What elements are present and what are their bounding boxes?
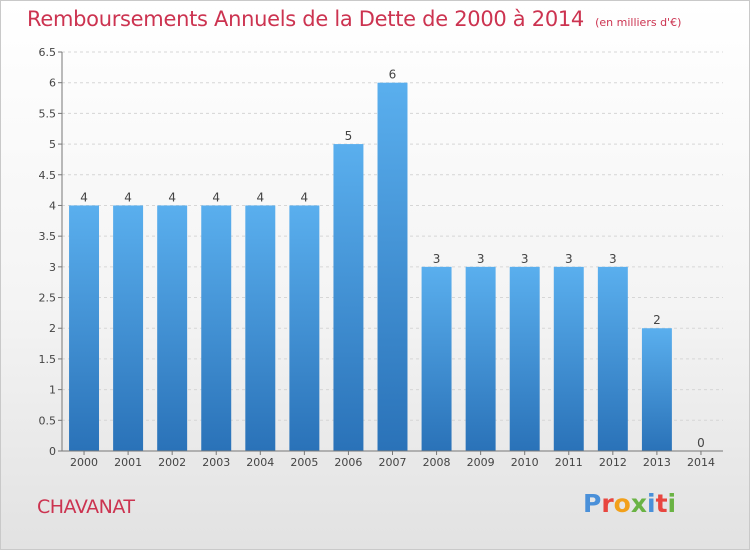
bar-value-label: 3 xyxy=(521,252,529,266)
y-tick-label: 3.5 xyxy=(39,230,57,243)
y-tick-label: 2.5 xyxy=(39,292,57,305)
x-tick-label: 2006 xyxy=(334,456,362,469)
bar-value-label: 4 xyxy=(212,190,220,204)
bar xyxy=(245,205,276,451)
bar-value-label: 5 xyxy=(345,129,353,143)
bar xyxy=(157,205,188,451)
bar-value-label: 4 xyxy=(124,190,132,204)
bar xyxy=(641,328,672,451)
x-tick-label: 2014 xyxy=(687,456,715,469)
x-tick-label: 2002 xyxy=(158,456,186,469)
bar xyxy=(377,82,408,451)
bar-value-label: 3 xyxy=(609,252,617,266)
logo-letter: r xyxy=(601,489,614,518)
x-tick-label: 2012 xyxy=(599,456,627,469)
x-tick-label: 2000 xyxy=(70,456,98,469)
bar xyxy=(201,205,232,451)
x-tick-label: 2008 xyxy=(423,456,451,469)
bar-value-label: 4 xyxy=(301,190,309,204)
y-tick-label: 1 xyxy=(49,384,56,397)
bar xyxy=(289,205,320,451)
bar-value-label: 3 xyxy=(565,252,573,266)
x-tick-label: 2010 xyxy=(511,456,539,469)
logo-letter: o xyxy=(613,489,631,518)
y-tick-label: 4 xyxy=(49,199,56,212)
x-tick-label: 2013 xyxy=(643,456,671,469)
x-tick-label: 2005 xyxy=(290,456,318,469)
x-tick-label: 2003 xyxy=(202,456,230,469)
bar xyxy=(597,266,628,451)
bar xyxy=(333,144,364,452)
bar xyxy=(421,266,452,451)
y-tick-label: 5.5 xyxy=(39,107,57,120)
logo-letter: t xyxy=(655,489,668,518)
logo-letter: i xyxy=(647,489,656,518)
bar xyxy=(509,266,540,451)
place-name: CHAVANAT xyxy=(37,496,135,518)
proxiti-logo: Proxiti xyxy=(583,489,676,518)
chart-title-unit: (en milliers d'€) xyxy=(595,16,682,29)
bar xyxy=(465,266,496,451)
y-tick-label: 0 xyxy=(49,445,56,458)
y-tick-label: 0.5 xyxy=(39,414,57,427)
x-tick-label: 2011 xyxy=(555,456,583,469)
x-tick-label: 2007 xyxy=(379,456,407,469)
chart-title: Remboursements Annuels de la Dette de 20… xyxy=(27,7,681,31)
y-tick-label: 6 xyxy=(49,77,56,90)
bar-value-label: 6 xyxy=(389,68,397,82)
chart-title-main: Remboursements Annuels de la Dette de 20… xyxy=(27,7,584,31)
y-tick-label: 4.5 xyxy=(39,169,57,182)
bar-value-label: 3 xyxy=(433,252,441,266)
bar-value-label: 4 xyxy=(168,190,176,204)
logo-letter: x xyxy=(630,489,647,518)
bar-value-label: 2 xyxy=(653,313,661,327)
y-tick-label: 3 xyxy=(49,261,56,274)
bar-value-label: 3 xyxy=(477,252,485,266)
bar-value-label: 4 xyxy=(256,190,264,204)
y-tick-label: 2 xyxy=(49,322,56,335)
bar-value-label: 4 xyxy=(80,190,88,204)
x-tick-label: 2004 xyxy=(246,456,274,469)
logo-letter: i xyxy=(667,489,677,518)
logo-letter: P xyxy=(583,489,602,518)
bar xyxy=(553,266,584,451)
y-tick-label: 1.5 xyxy=(39,353,57,366)
y-tick-label: 6.5 xyxy=(39,46,57,59)
x-tick-label: 2001 xyxy=(114,456,142,469)
bar-value-label: 0 xyxy=(697,436,705,450)
y-tick-label: 5 xyxy=(49,138,56,151)
bar xyxy=(69,205,100,451)
x-tick-label: 2009 xyxy=(467,456,495,469)
bar xyxy=(113,205,144,451)
